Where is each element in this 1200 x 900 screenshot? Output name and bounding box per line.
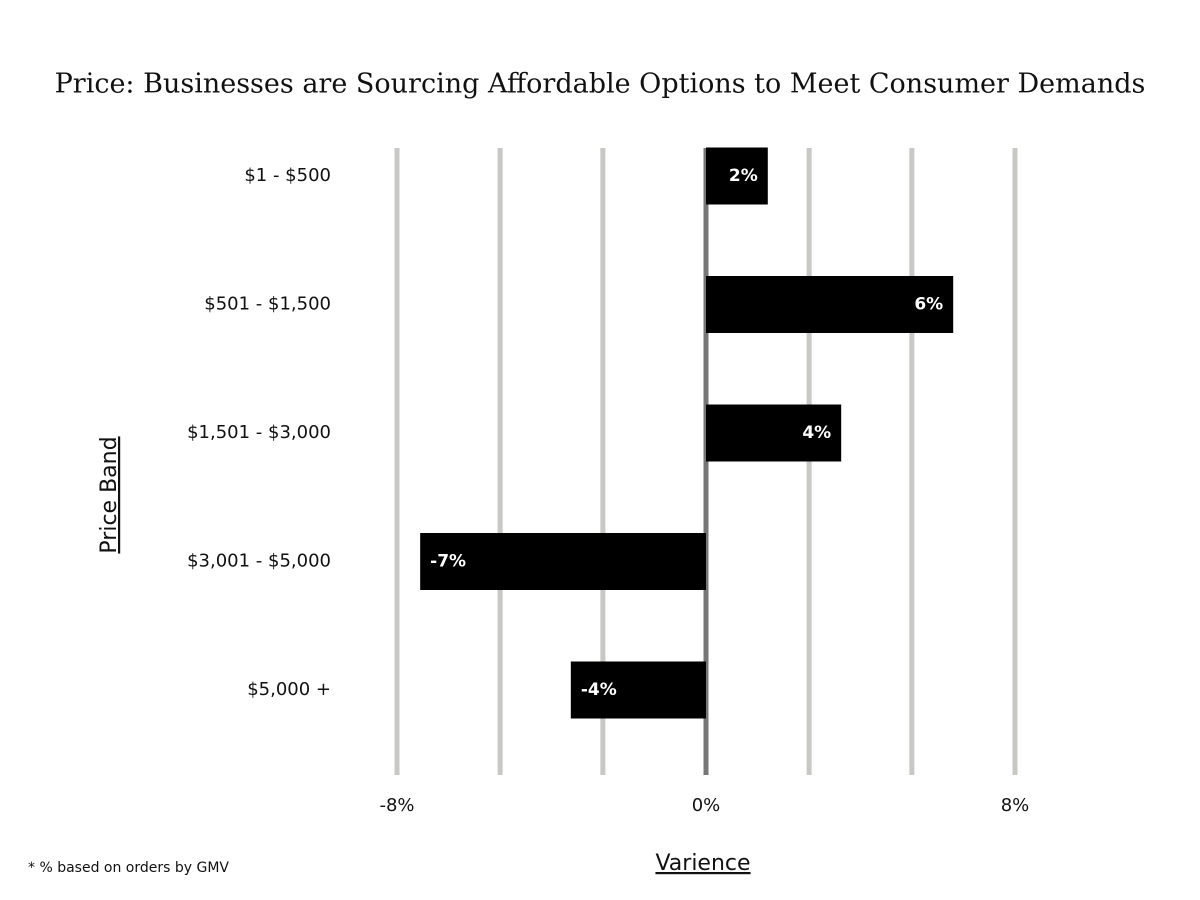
value-label: -4% [581, 680, 617, 700]
bar [570, 661, 706, 719]
x-tick-label: 8% [1001, 795, 1030, 816]
x-tick-label: 0% [692, 795, 721, 816]
y-tick-label: $5,000 + [247, 679, 331, 700]
bar [706, 404, 842, 462]
y-tick-label: $1,501 - $3,000 [187, 422, 331, 443]
chart-title: Price: Businesses are Sourcing Affordabl… [55, 69, 1146, 100]
value-label: -7% [430, 552, 466, 572]
bar [706, 147, 768, 205]
y-tick-label: $501 - $1,500 [204, 294, 331, 315]
y-tick-label: $3,001 - $5,000 [187, 551, 331, 572]
value-label: 4% [802, 423, 831, 443]
value-label: 6% [914, 295, 943, 315]
bar [420, 533, 706, 590]
x-axis-title: Varience [655, 851, 750, 876]
y-axis-title: Price Band [97, 436, 122, 553]
footnote: * % based on orders by GMV [28, 860, 229, 876]
value-label: 2% [729, 166, 758, 186]
bar [706, 276, 954, 333]
y-tick-label: $1 - $500 [244, 165, 331, 186]
x-tick-label: -8% [379, 795, 414, 816]
